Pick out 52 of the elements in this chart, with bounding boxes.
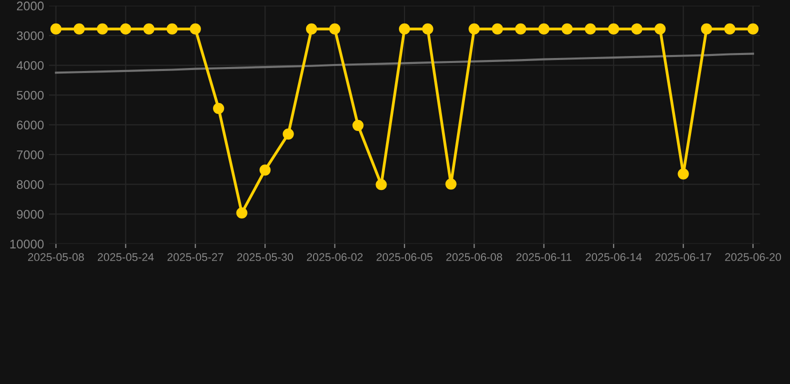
y-tick-label: 10000 xyxy=(10,240,44,248)
point xyxy=(631,23,642,35)
point xyxy=(515,23,526,35)
point xyxy=(700,23,712,35)
y-tick-label: 3000 xyxy=(16,31,44,40)
y-tick-label: 4000 xyxy=(16,61,44,70)
point xyxy=(74,23,85,35)
point xyxy=(445,178,457,190)
y-tick-label: 2000 xyxy=(16,2,44,10)
point xyxy=(306,23,318,35)
y-tick-label: 6000 xyxy=(16,120,44,130)
x-tick-label: 2025-06-17 xyxy=(655,253,712,262)
y-tick-label: 8000 xyxy=(16,180,44,189)
x-tick-label: 2025-06-02 xyxy=(306,253,363,262)
line-series xyxy=(54,52,754,74)
point xyxy=(584,23,596,35)
point xyxy=(724,23,736,35)
point xyxy=(236,207,248,218)
x-tick-label: 2025-06-08 xyxy=(446,253,502,262)
point xyxy=(96,23,108,35)
point xyxy=(282,128,294,140)
x-tick-label: 2025-06-20 xyxy=(725,253,781,262)
point xyxy=(492,23,503,35)
point xyxy=(213,102,224,114)
point xyxy=(143,23,154,35)
point xyxy=(608,23,620,35)
x-tick-label: 2025-05-08 xyxy=(28,253,84,262)
point xyxy=(562,23,573,35)
point xyxy=(376,179,387,190)
point xyxy=(654,23,666,35)
y-tick-label: 7000 xyxy=(16,150,44,160)
point xyxy=(329,23,340,35)
y-tick-label: 9000 xyxy=(16,210,44,219)
point xyxy=(678,168,689,180)
point xyxy=(166,23,178,35)
point xyxy=(120,23,132,35)
point xyxy=(260,164,271,176)
point xyxy=(50,23,62,35)
y-tick-label: 5000 xyxy=(16,90,44,100)
point xyxy=(352,120,364,131)
x-tick-label: 2025-05-30 xyxy=(237,253,294,262)
point xyxy=(422,23,434,35)
point xyxy=(538,23,550,35)
x-tick-label: 2025-06-11 xyxy=(516,253,572,262)
point xyxy=(747,23,759,35)
x-tick-label: 2025-06-14 xyxy=(586,253,642,262)
x-tick-label: 2025-05-27 xyxy=(168,253,224,262)
point xyxy=(468,23,480,35)
point xyxy=(398,23,410,35)
point xyxy=(190,23,201,35)
x-tick-label: 2025-05-24 xyxy=(98,253,154,262)
x-tick-label: 2025-06-05 xyxy=(376,253,432,262)
